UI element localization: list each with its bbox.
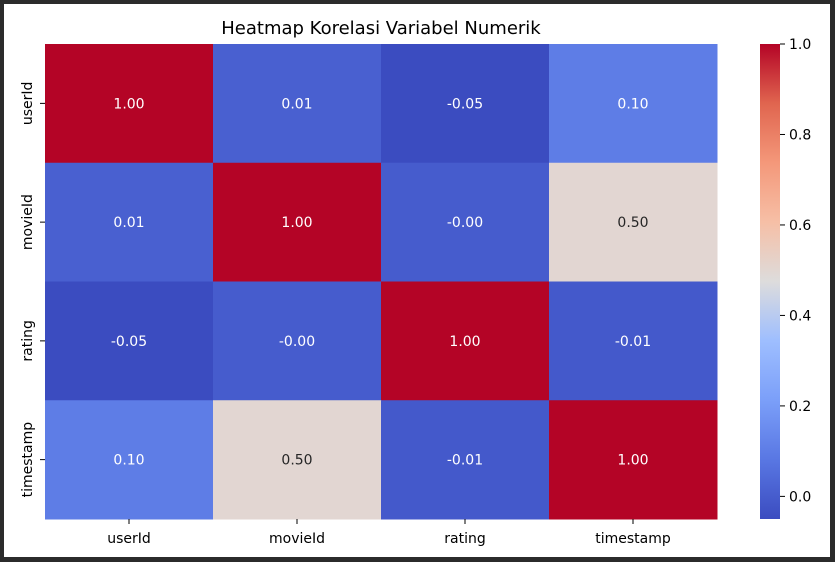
- cell-value-label: -0.00: [447, 215, 483, 231]
- colorbar: [760, 44, 780, 519]
- y-tick-label: timestamp: [20, 422, 36, 498]
- heatmap-cell: [381, 162, 550, 282]
- cell-value-label: -0.05: [447, 96, 483, 112]
- y-tick-label: rating: [20, 320, 36, 361]
- heatmap-cell-labels: 1.00 0.01 -0.05 0.10 0.01 1.00 -0.00 0.50 -0.05 -…: [111, 96, 651, 468]
- y-tick-label: movieId: [20, 194, 36, 250]
- heatmap-cell: [45, 162, 214, 282]
- colorbar-tick-label: 0.4: [789, 308, 811, 324]
- y-axis: userId movieId rating timestamp: [20, 82, 45, 498]
- heatmap-cell: [549, 281, 718, 401]
- heatmap-cell: [549, 400, 718, 520]
- heatmap-cell: [549, 44, 718, 164]
- heatmap-cell: [45, 281, 214, 401]
- heatmap-cell: [381, 400, 550, 520]
- colorbar-tick-label: 0.6: [789, 218, 811, 234]
- heatmap-cell: [381, 44, 550, 164]
- heatmap-cell: [213, 162, 382, 282]
- x-axis: userId movieId rating timestamp: [107, 519, 671, 547]
- colorbar-tick-label: 1.0: [789, 37, 811, 53]
- cell-value-label: -0.01: [447, 453, 483, 469]
- cell-value-label: 0.10: [617, 96, 648, 112]
- heatmap-cell: [213, 44, 382, 164]
- heatmap-cell: [45, 400, 214, 520]
- colorbar-tick-label: 0.0: [789, 489, 811, 505]
- cell-value-label: -0.00: [279, 334, 315, 350]
- x-tick-label: userId: [107, 531, 151, 547]
- cell-value-label: 1.00: [281, 215, 312, 231]
- heatmap-cell: [213, 400, 382, 520]
- colorbar-tick-label: 0.8: [789, 127, 811, 143]
- heatmap-cell: [213, 281, 382, 401]
- chart-title: Heatmap Korelasi Variabel Numerik: [221, 18, 541, 39]
- heatmap-cell: [381, 281, 550, 401]
- y-tick-label: userId: [20, 82, 36, 126]
- cell-value-label: 1.00: [617, 453, 648, 469]
- cell-value-label: 0.10: [113, 453, 144, 469]
- colorbar-axis: 0.0 0.2 0.4 0.6 0.8 1.0: [780, 37, 811, 505]
- x-tick-label: rating: [444, 531, 485, 547]
- cell-value-label: 0.50: [281, 453, 312, 469]
- cell-value-label: 0.01: [113, 215, 144, 231]
- heatmap-cell: [549, 162, 718, 282]
- cell-value-label: 0.01: [281, 96, 312, 112]
- cell-value-label: -0.01: [615, 334, 651, 350]
- cell-value-label: 1.00: [113, 96, 144, 112]
- x-tick-label: timestamp: [595, 531, 671, 547]
- x-tick-label: movieId: [269, 531, 325, 547]
- heatmap-cells: [45, 44, 718, 520]
- cell-value-label: 0.50: [617, 215, 648, 231]
- heatmap-cell: [45, 44, 214, 164]
- colorbar-tick-label: 0.2: [789, 399, 811, 415]
- cell-value-label: 1.00: [449, 334, 480, 350]
- cell-value-label: -0.05: [111, 334, 147, 350]
